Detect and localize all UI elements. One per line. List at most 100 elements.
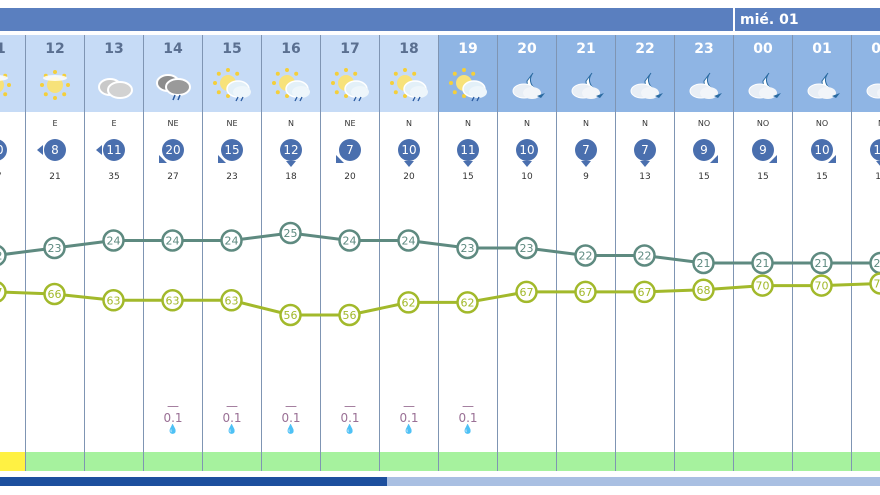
precipitation: —0.1 💧: [144, 399, 202, 435]
wind-arrow-icon: [159, 155, 167, 163]
status-bar: [616, 452, 674, 471]
sun-cloud-rain-icon: [331, 68, 369, 102]
wind-direction: N: [583, 119, 589, 128]
wind-gust: 10: [521, 172, 533, 182]
moon-cloud-icon: [866, 83, 880, 99]
moon-cloud-icon: [689, 72, 722, 99]
precip-value: 0.1: [222, 411, 242, 425]
status-bar: [321, 452, 379, 471]
sun-cloud-rain-icon: [272, 68, 310, 102]
hour-label: 14: [163, 41, 183, 57]
hour-label: 18: [399, 41, 419, 57]
day-label: mié. 01: [733, 8, 799, 31]
status-bar: [852, 452, 880, 471]
hour-column: 23 NO 9 15: [674, 35, 733, 471]
hour-column: 12 E 8 21: [25, 35, 84, 471]
rain-drops-icon: 💧: [167, 425, 179, 435]
hour-label: 01: [812, 41, 832, 57]
precip-value: 0.1: [399, 411, 419, 425]
hour-header: 12: [26, 35, 84, 112]
precip-dash: —: [226, 399, 238, 413]
wind-arrow-icon: [463, 161, 473, 167]
hour-header: 02: [852, 35, 880, 112]
wind-speed-badge: 15: [218, 139, 243, 163]
wind-speed-badge: 11: [457, 139, 479, 167]
wind-speed: 15: [224, 143, 240, 157]
sun-haze-icon: [0, 73, 11, 97]
wind-speed: 10: [0, 143, 4, 157]
wind-speed-badge: 7: [336, 139, 361, 163]
moon-cloud-icon: [748, 72, 781, 99]
hour-column: 01 NO 10 15: [792, 35, 851, 471]
wind-gust: 23: [226, 172, 238, 182]
wind-arrow-icon: [769, 155, 777, 163]
wind-speed: 7: [582, 143, 590, 157]
wind-speed-badge: 11: [870, 139, 880, 167]
hour-column: 16 N 12 18 —0.1 💧: [261, 35, 320, 471]
hour-column: 13 E 11 35: [84, 35, 143, 471]
wind-speed: 11: [106, 143, 122, 157]
sun-cloud-rain-icon: [449, 68, 487, 102]
wind-speed: 11: [873, 143, 880, 157]
wind-arrow-icon: [710, 155, 718, 163]
hour-label: 11: [0, 41, 6, 57]
wind-speed: 7: [641, 143, 649, 157]
wind-gust: 21: [49, 172, 61, 182]
precipitation: —0.1 💧: [203, 399, 261, 435]
wind-gust: 18: [285, 172, 297, 182]
precip-value: 0.1: [281, 411, 301, 425]
precip-value: 0.1: [163, 411, 183, 425]
precip-dash: —: [167, 399, 179, 413]
hour-column: 22 N 7 13: [615, 35, 674, 471]
wind-speed-badge: 10: [398, 139, 420, 167]
wind-arrow-icon: [37, 145, 43, 155]
wind-speed: 11: [460, 143, 476, 157]
wind-speed: 10: [814, 143, 830, 157]
hour-label: 00: [753, 41, 773, 57]
hour-header: 11: [0, 35, 25, 112]
hour-column: 02 N 11 15: [851, 35, 880, 471]
wind-direction: NE: [167, 119, 179, 128]
status-bar: [498, 452, 556, 471]
precip-dash: —: [285, 399, 297, 413]
moon-cloud-icon: [630, 72, 663, 99]
hour-column: 11 E 10 27: [0, 35, 25, 471]
status-bar: [793, 452, 851, 471]
hour-label: 02: [871, 41, 880, 57]
wind-gust: 27: [167, 172, 179, 182]
moon-cloud-icon: [807, 72, 840, 99]
wind-arrow-icon: [522, 161, 532, 167]
wind-direction: N: [288, 119, 294, 128]
hour-column: 20 N 10 10: [497, 35, 556, 471]
sun-cloud-rain-icon: [213, 68, 251, 102]
wind-gust: 20: [344, 172, 356, 182]
wind-direction: N: [642, 119, 648, 128]
precipitation: —0.1 💧: [262, 399, 320, 435]
scrollbar-thumb[interactable]: [0, 477, 388, 486]
wind-speed: 20: [165, 143, 181, 157]
status-bar: [439, 452, 497, 471]
wind-gust: 9: [583, 172, 589, 182]
horizontal-scrollbar[interactable]: [0, 477, 880, 486]
wind-speed: 8: [51, 143, 59, 157]
cloudy-icon: [98, 78, 133, 99]
hour-header: 17: [321, 35, 379, 112]
wind-direction: NO: [756, 119, 770, 128]
wind-gust: 15: [816, 172, 828, 182]
precipitation: —0.1 💧: [321, 400, 379, 435]
wind-direction: E: [0, 119, 25, 128]
hour-label: 19: [458, 41, 478, 57]
hour-label: 21: [576, 41, 596, 57]
hour-label: 13: [104, 41, 124, 57]
wind-arrow-icon: [336, 155, 344, 163]
precip-dash: —: [403, 399, 415, 413]
moon-cloud-icon: [512, 72, 545, 99]
wind-speed-badge: 11: [96, 139, 125, 161]
wind-arrow-icon: [286, 161, 296, 167]
wind-speed-badge: 8: [37, 139, 66, 161]
hour-label: 12: [45, 41, 65, 57]
hour-header: 13: [85, 35, 143, 112]
wind-arrow-icon: [96, 145, 102, 155]
wind-gust: 20: [403, 172, 415, 182]
wind-speed: 7: [346, 143, 354, 157]
